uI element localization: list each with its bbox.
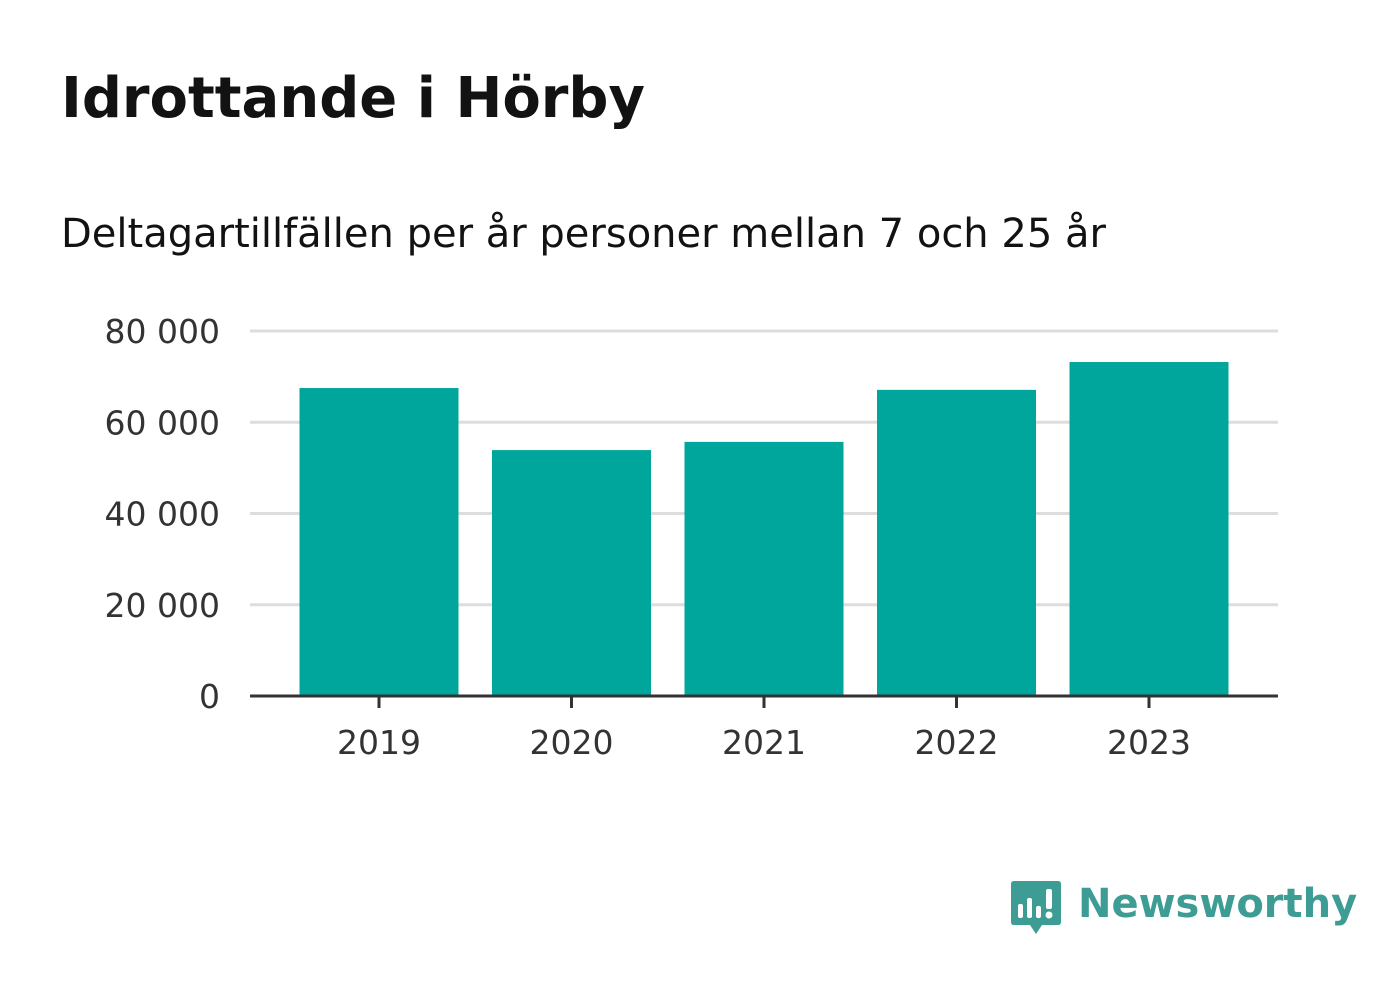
x-tick-label: 2020 (530, 723, 614, 762)
y-tick-label: 20 000 (105, 586, 220, 625)
y-tick-label: 40 000 (105, 495, 220, 534)
bar-2019 (299, 388, 459, 696)
x-tick-label: 2021 (722, 723, 806, 762)
bars (299, 362, 1229, 696)
y-tick-label: 0 (199, 677, 220, 716)
x-tick-label: 2022 (915, 723, 999, 762)
chart-subtitle: Deltagartillfällen per år personer mella… (61, 211, 1106, 257)
x-tick-labels: 2019 2020 2021 2022 2023 (337, 723, 1191, 762)
newsworthy-logo: Newsworthy (1010, 878, 1357, 942)
x-tick-label: 2023 (1107, 723, 1191, 762)
y-tick-label: 60 000 (105, 403, 220, 442)
chart-title: Idrottande i Hörby (61, 66, 646, 131)
newsworthy-logo-icon (1011, 881, 1061, 934)
brand-name: Newsworthy (1078, 881, 1358, 927)
x-axis (250, 694, 1278, 708)
bar-2023 (1069, 362, 1229, 696)
x-tick-label: 2019 (337, 723, 421, 762)
bar-2022 (877, 389, 1036, 696)
bar-2021 (684, 441, 844, 696)
y-tick-label: 80 000 (105, 312, 220, 351)
y-tick-labels: 0 20 000 40 000 60 000 80 000 (105, 312, 220, 716)
bar-2020 (492, 450, 651, 696)
